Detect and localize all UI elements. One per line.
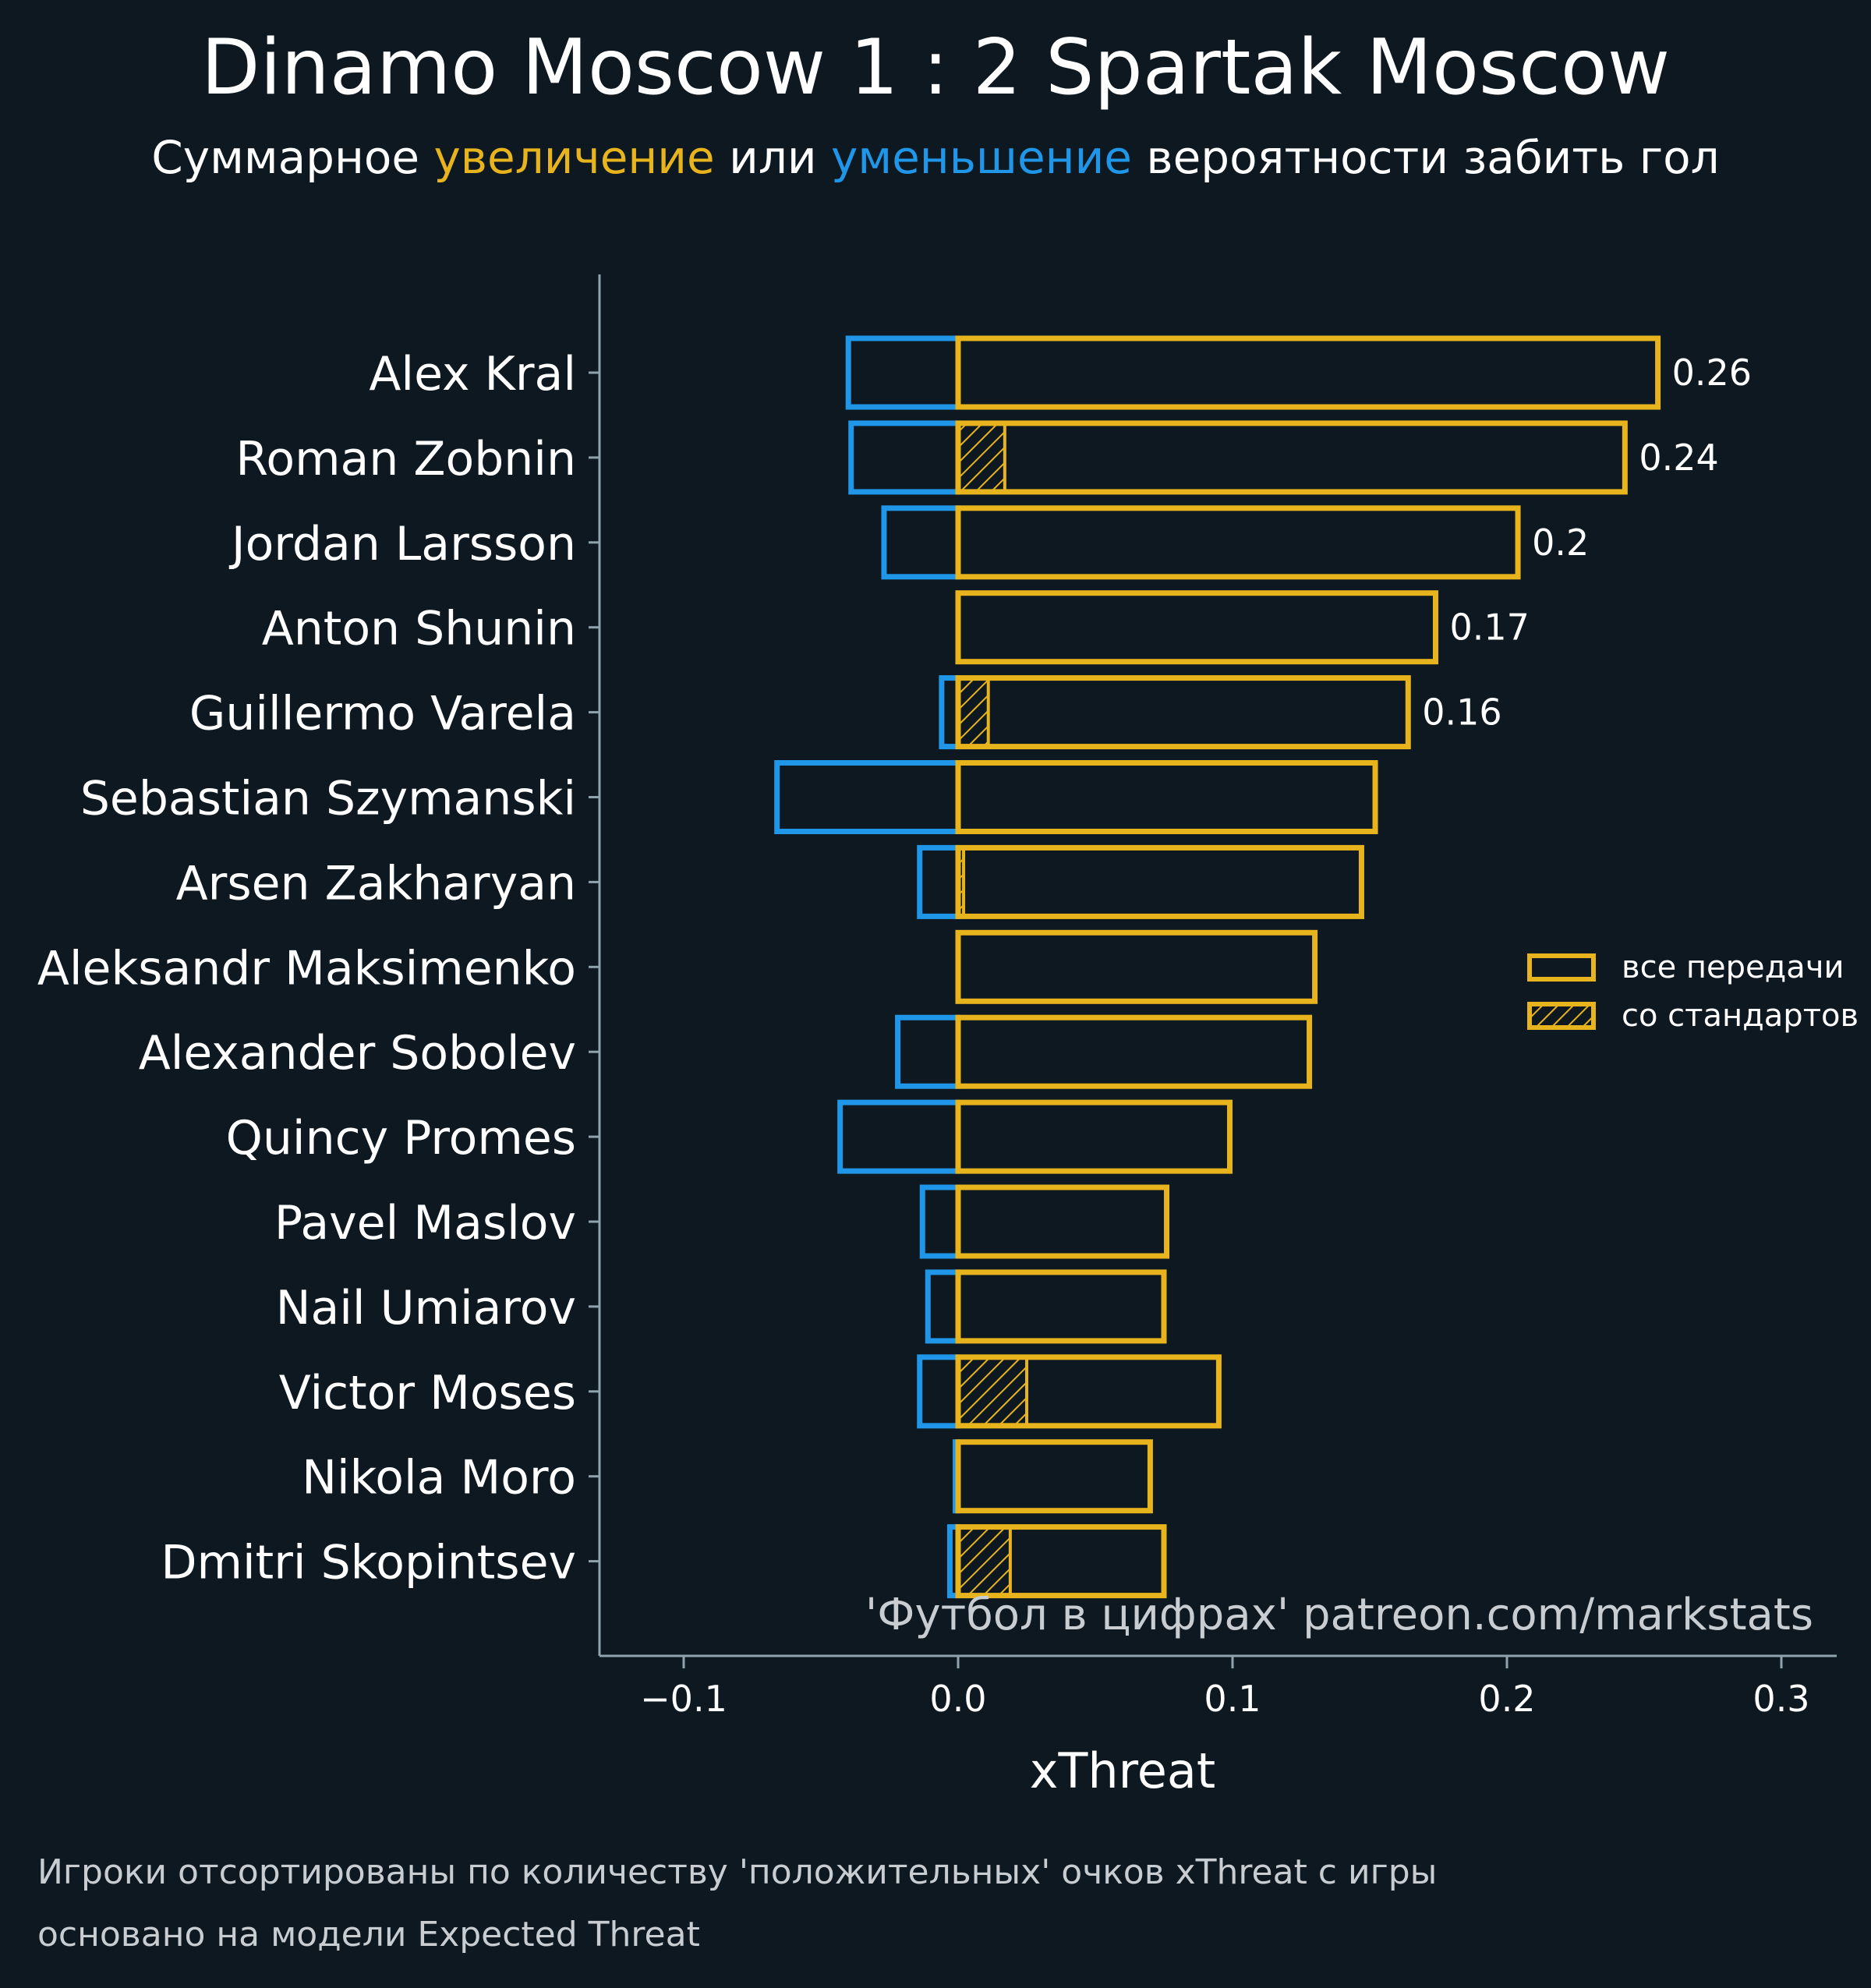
value-label-0: 0.26 bbox=[1672, 352, 1752, 394]
y-tick-label-2: Jordan Larsson bbox=[228, 517, 576, 571]
y-tick-label-14: Dmitri Skopintsev bbox=[161, 1536, 576, 1590]
bar-negative-6 bbox=[917, 844, 961, 919]
footer-note-line-1: Игроки отсортированы по количеству 'поло… bbox=[37, 1852, 1438, 1892]
bar-negative-10 bbox=[919, 1184, 961, 1259]
y-tick-label-4: Guillermo Varela bbox=[189, 687, 576, 741]
value-label-2: 0.2 bbox=[1532, 522, 1589, 564]
y-tick-label-3: Anton Shunin bbox=[262, 602, 576, 656]
bar-setpiece-12 bbox=[957, 1355, 1028, 1427]
y-tick-label-6: Arsen Zakharyan bbox=[176, 856, 576, 911]
legend-label-1: со стандартов bbox=[1622, 998, 1859, 1034]
x-tick-label-3: 0.2 bbox=[1478, 1678, 1535, 1720]
bar-positive-7 bbox=[955, 929, 1318, 1004]
bar-positive-1 bbox=[955, 420, 1628, 495]
bar-negative-8 bbox=[895, 1014, 961, 1089]
y-tick-label-5: Sebastian Szymanski bbox=[80, 772, 576, 826]
value-label-3: 0.17 bbox=[1449, 607, 1529, 649]
footer-note-line-2: основано на модели Expected Threat bbox=[37, 1915, 700, 1954]
bar-positive-0 bbox=[955, 335, 1661, 410]
y-tick-label-13: Nikola Moro bbox=[302, 1451, 576, 1505]
watermark: 'Футбол в цифрах' patreon.com/markstats bbox=[865, 1590, 1813, 1640]
value-label-4: 0.16 bbox=[1422, 692, 1501, 734]
chart-title: Dinamo Moscow 1 : 2 Spartak Moscow bbox=[200, 23, 1670, 112]
bar-setpiece-14 bbox=[957, 1525, 1012, 1597]
x-tick-label-1: 0.0 bbox=[929, 1678, 986, 1720]
subtitle-text-3: вероятности забить гол bbox=[1131, 131, 1720, 184]
x-axis-title: xThreat bbox=[1030, 1742, 1215, 1799]
bar-negative-0 bbox=[845, 335, 961, 410]
bar-negative-9 bbox=[837, 1099, 961, 1174]
x-tick-label-2: 0.1 bbox=[1204, 1678, 1261, 1720]
subtitle-text-2: или bbox=[714, 131, 832, 184]
legend: все передачи со стандартов bbox=[1527, 950, 1859, 1034]
axes-layer: Alex Kral Roman Zobnin Jordan Larsson Anton… bbox=[37, 274, 1837, 1799]
bar-negative-1 bbox=[848, 420, 961, 495]
subtitle-text-1: Суммарное bbox=[151, 131, 434, 184]
chart-subtitle: Суммарное увеличение или уменьшение веро… bbox=[0, 131, 1871, 184]
legend-label-0: все передачи bbox=[1622, 950, 1844, 985]
y-tick-label-11: Nail Umiarov bbox=[276, 1281, 576, 1335]
subtitle-increase-word: увеличение bbox=[433, 131, 715, 184]
bar-setpiece-1 bbox=[957, 421, 1006, 493]
bar-negative-11 bbox=[925, 1269, 961, 1344]
y-tick-label-10: Pavel Maslov bbox=[274, 1196, 576, 1250]
bar-positive-14 bbox=[955, 1524, 1167, 1599]
bar-positive-11 bbox=[955, 1269, 1167, 1344]
bar-positive-5 bbox=[955, 760, 1378, 834]
bar-negative-12 bbox=[917, 1354, 961, 1429]
y-tick-label-0: Alex Kral bbox=[369, 347, 576, 401]
legend-swatch-outline bbox=[1527, 953, 1596, 982]
y-tick-label-9: Quincy Promes bbox=[226, 1111, 576, 1166]
bar-negative-2 bbox=[881, 505, 961, 580]
x-tick-label-4: 0.3 bbox=[1753, 1678, 1809, 1720]
bar-positive-9 bbox=[955, 1099, 1233, 1174]
bar-positive-10 bbox=[955, 1184, 1170, 1259]
y-tick-label-7: Aleksandr Maksimenko bbox=[37, 941, 576, 996]
bar-positive-3 bbox=[955, 590, 1438, 665]
y-tick-label-12: Victor Moses bbox=[279, 1366, 576, 1420]
legend-swatch-hatched bbox=[1527, 1002, 1596, 1030]
x-tick-label-0: −0.1 bbox=[640, 1678, 727, 1720]
bar-positive-12 bbox=[955, 1354, 1222, 1429]
bar-positive-4 bbox=[955, 675, 1411, 750]
y-tick-label-8: Alexander Sobolev bbox=[139, 1026, 576, 1081]
subtitle-decrease-word: уменьшение bbox=[831, 131, 1132, 184]
bar-positive-13 bbox=[955, 1439, 1153, 1514]
bars-layer: 0.26 0.24 0.2 0.17 0.16 bbox=[774, 335, 1752, 1599]
bar-setpiece-4 bbox=[957, 676, 990, 748]
bar-positive-2 bbox=[955, 505, 1521, 580]
y-tick-label-1: Roman Zobnin bbox=[235, 432, 576, 486]
bar-negative-5 bbox=[774, 760, 961, 834]
bar-positive-8 bbox=[955, 1014, 1313, 1089]
bar-positive-6 bbox=[955, 844, 1364, 919]
value-label-1: 0.24 bbox=[1639, 437, 1718, 479]
